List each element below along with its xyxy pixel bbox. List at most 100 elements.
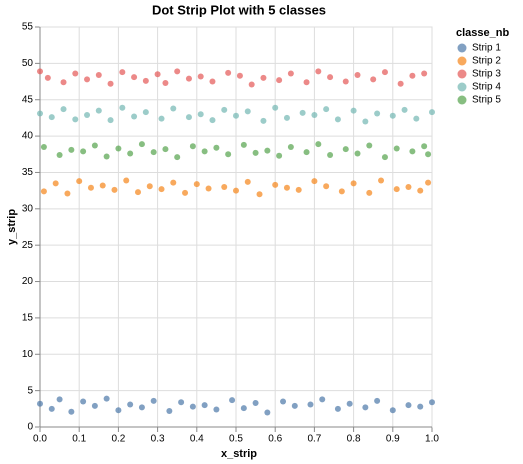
point [405,184,412,190]
x-tick-label: 0.2 [111,434,125,445]
point [229,397,236,404]
point [131,113,138,120]
point [174,154,181,161]
point [107,117,114,124]
point [44,74,51,81]
point [142,77,149,84]
x-tick-label: 0.9 [386,434,400,445]
legend-label: Strip 3 [472,69,501,80]
point [162,80,169,86]
point [276,152,283,159]
y-tick-label: 10 [22,349,34,360]
point [84,76,91,83]
point [389,112,396,119]
point [99,182,106,189]
point [48,114,55,121]
point [72,116,79,123]
point [185,75,192,82]
point [240,405,247,412]
x-tick-label: 0.4 [190,434,204,445]
point [393,145,400,152]
point [260,117,267,124]
x-tick-label: 1.0 [425,434,439,445]
point [119,104,126,111]
point [409,72,416,79]
point [76,178,83,185]
point [127,150,134,157]
point [170,105,177,112]
point [221,184,228,190]
point [189,143,196,150]
point [201,148,208,155]
point [421,143,428,150]
point [381,69,388,76]
point [244,108,251,115]
point [115,407,122,414]
point [323,183,330,190]
point [233,112,239,119]
point [197,73,204,80]
point [52,180,59,187]
point [95,72,102,78]
point [40,188,47,195]
point [409,148,416,155]
point [103,153,110,160]
y-tick-label: 5 [27,385,33,396]
point [381,154,388,161]
point [150,149,157,156]
point [342,146,349,153]
point [146,183,153,190]
point [68,146,75,153]
y-tick-label: 25 [22,240,34,251]
point [323,106,330,113]
point [338,188,345,195]
point [193,181,200,188]
point [244,178,251,185]
point [287,144,294,150]
point [162,146,169,153]
point [189,403,196,410]
point [170,179,177,186]
point [389,407,396,414]
point [205,185,212,192]
point [103,395,110,402]
point [72,70,79,77]
point [311,178,318,185]
x-tick-label: 0.8 [347,434,361,445]
y-tick-label: 40 [22,131,34,142]
legend-label: Strip 5 [472,95,501,106]
point [362,404,369,411]
point [334,116,341,123]
point [185,114,192,121]
point [315,141,322,148]
point [80,148,87,155]
chart-title: Dot Strip Plot with 5 classes [152,2,326,17]
point [84,112,91,118]
point [374,397,381,404]
point [56,152,63,158]
point [374,110,381,117]
point [350,180,357,187]
point [342,78,349,85]
point [327,152,334,158]
legend-symbol [457,82,467,92]
y-tick-label: 30 [22,203,34,214]
point [401,106,408,113]
point [80,398,87,405]
point [68,408,75,415]
point [236,72,243,79]
point [107,80,114,87]
point [174,68,181,75]
legend-label: Strip 4 [472,82,501,93]
point [213,144,220,151]
point [166,408,173,414]
legend-label: Strip 1 [472,43,501,54]
point [60,79,67,86]
point [429,399,435,406]
x-tick-label: 0.5 [229,434,243,445]
point [311,112,318,118]
x-tick-label: 0.7 [307,434,321,445]
point [425,179,432,186]
point [209,78,216,85]
point [248,81,255,88]
